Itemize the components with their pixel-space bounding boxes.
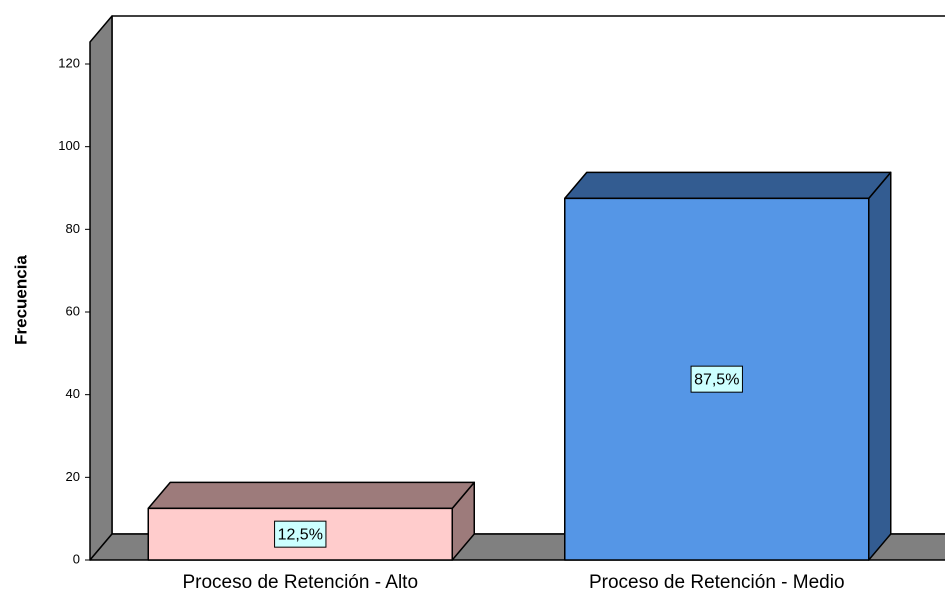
x-tick-label: Proceso de Retención - Alto [182,572,418,593]
bar-top [564,171,892,200]
y-tick-label: 120 [58,55,80,70]
y-tick-label: 80 [66,221,80,236]
y-tick-label: 100 [58,138,80,153]
y-axis-title: Frecuencia [11,255,30,345]
x-tick-label: Proceso de Retención - Medio [589,572,845,593]
value-label: 87,5% [694,371,739,388]
y-tick-label: 40 [66,386,80,401]
left-wall [89,15,113,561]
bar [147,481,475,561]
bar-side [868,171,892,561]
value-label: 12,5% [278,526,323,543]
value-label-box [274,520,327,548]
y-tick-label: 0 [73,551,80,566]
bar-top [147,481,475,510]
y-tick-label: 20 [66,469,80,484]
y-tick-label: 60 [66,303,80,318]
value-label-box [690,365,743,393]
bar [564,171,892,561]
